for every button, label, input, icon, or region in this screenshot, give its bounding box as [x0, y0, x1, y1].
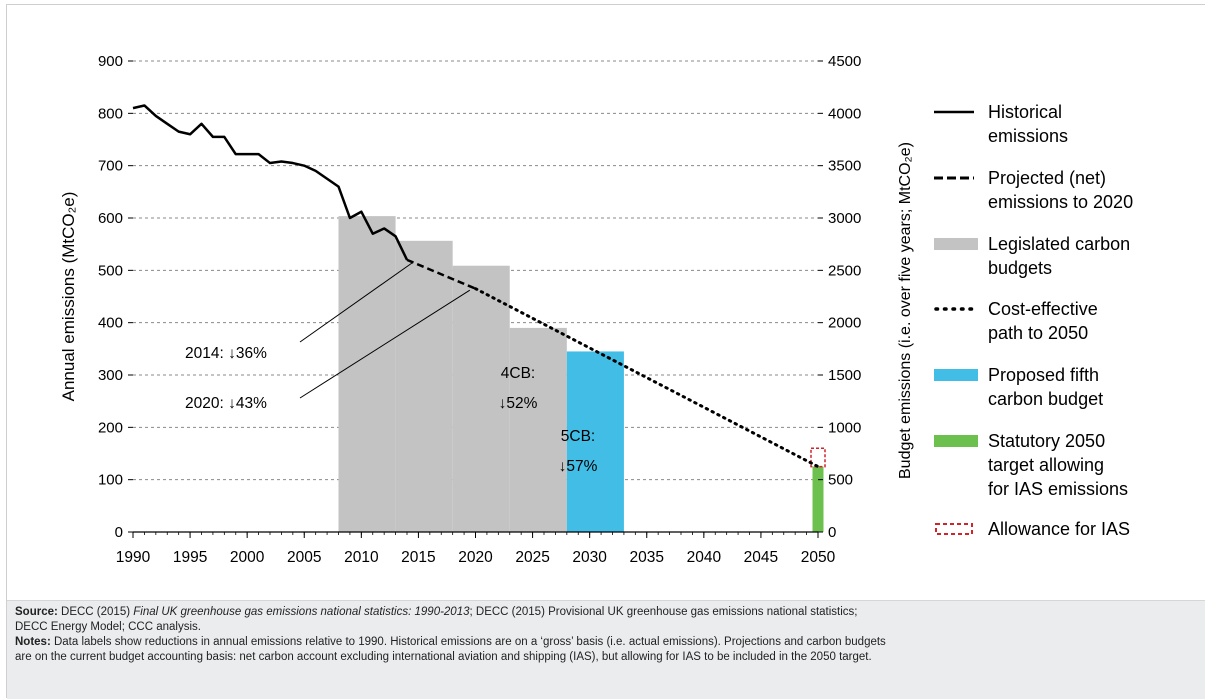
legend-item-dotted: Cost-effective path to 2050: [934, 299, 1098, 343]
legend-item-solid: Historical emissions: [934, 102, 1068, 146]
left-tick-label: 300: [98, 367, 123, 384]
ias-allowance-box: [810, 447, 826, 468]
legend-item-grey: Legislated carbon budgets: [934, 234, 1130, 278]
annotation-2014: 2014: ↓36%: [185, 345, 267, 362]
source-line-1: Source: DECC (2015) Final UK greenhouse …: [15, 606, 858, 618]
x-tick-label: 1990: [116, 549, 151, 566]
left-tick-label: 900: [98, 53, 123, 70]
legislated-budget-bar: [395, 240, 453, 533]
left-tick-label: 200: [98, 419, 123, 436]
right-tick-label: 2000: [828, 315, 861, 332]
legend-label: Proposed fifth: [988, 365, 1099, 385]
right-tick-label: 4500: [828, 53, 861, 70]
legend-label: Statutory 2050: [988, 431, 1105, 451]
legend-label: Projected (net): [988, 168, 1106, 188]
right-axis-title: Budget emissions (i.e. over five years; …: [897, 142, 914, 479]
right-tick-label: 500: [828, 472, 853, 489]
legend-label: Cost-effective: [988, 299, 1098, 319]
legend-swatch-ias: [935, 523, 973, 535]
annotation-4cb-label: 4CB:: [501, 365, 535, 382]
left-tick-label: 700: [98, 158, 123, 175]
axes: 0 100 200 300 400 500 600 700 800 900 0 500 1000 1500…: [59, 53, 914, 566]
legend-label: budgets: [988, 258, 1052, 278]
figure-frame: [6, 4, 1205, 698]
legend-swatch-green: [934, 435, 978, 447]
right-tick-label: 3500: [828, 158, 861, 175]
legend-item-green: Statutory 2050 target allowing for IAS emi…: [934, 431, 1128, 499]
historical-emissions-line: [132, 104, 409, 261]
x-tick-label: 1995: [173, 549, 207, 566]
legend-item-blue: Proposed fifth carbon budget: [934, 365, 1103, 409]
x-tick-label: 2000: [230, 549, 265, 566]
legend-swatch-blue: [934, 369, 978, 381]
legend-label: target allowing: [988, 455, 1104, 475]
annotation-5cb-value: ↓57%: [559, 458, 598, 475]
legislated-budget-bar: [452, 265, 510, 532]
legend-label: Legislated carbon: [988, 234, 1130, 254]
right-tick-label: 2500: [828, 262, 861, 279]
x-tick-label: 2005: [287, 549, 321, 566]
legend: Historical emissions Projected (net) emissi…: [934, 102, 1133, 539]
legend-swatch-grey: [934, 238, 978, 250]
legend-label: emissions to 2020: [988, 192, 1133, 212]
annotation-5cb-label: 5CB:: [561, 428, 595, 445]
notes-line-2: are on the current budget accounting bas…: [15, 651, 872, 663]
legend-label: carbon budget: [988, 389, 1103, 409]
legislated-budget-bar: [509, 327, 567, 532]
right-tick-label: 0: [828, 524, 836, 541]
cost-effective-path-line: [474, 287, 820, 469]
x-tick-label: 2030: [572, 549, 607, 566]
left-tick-label: 500: [98, 262, 123, 279]
right-tick-label: 3000: [828, 210, 861, 227]
annotation-2020: 2020: ↓43%: [185, 395, 267, 412]
x-tick-label: 2015: [401, 549, 435, 566]
left-tick-label: 400: [98, 315, 123, 332]
x-tick-label: 2010: [344, 549, 379, 566]
x-tick-label: 2020: [458, 549, 493, 566]
annotation-4cb-value: ↓52%: [499, 395, 538, 412]
legend-label: for IAS emissions: [988, 479, 1128, 499]
x-tick-label: 2040: [687, 549, 722, 566]
legend-label: path to 2050: [988, 323, 1088, 343]
projected-emissions-line: [406, 258, 476, 290]
right-tick-label: 4000: [828, 105, 861, 122]
annotation-leader-2014: [299, 262, 413, 343]
annotations: 2014: ↓36% 2020: ↓43% 4CB: ↓52% 5CB: ↓57%: [185, 262, 598, 475]
left-tick-label: 0: [115, 524, 123, 541]
legend-label: emissions: [988, 126, 1068, 146]
x-tick-label: 2050: [801, 549, 836, 566]
target-2050-bar: [812, 466, 824, 532]
legend-item-dashed: Projected (net) emissions to 2020: [934, 168, 1133, 212]
emission-lines: [132, 104, 820, 469]
emissions-chart: 0 100 200 300 400 500 600 700 800 900 0 500 1000 1500…: [59, 53, 1133, 566]
x-tick-label: 2045: [744, 549, 778, 566]
legend-label: Allowance for IAS: [988, 519, 1130, 539]
legend-item-ias: Allowance for IAS: [935, 519, 1130, 539]
budget-bars: [338, 216, 826, 533]
right-tick-label: 1500: [828, 367, 861, 384]
legislated-budget-bar: [338, 216, 396, 532]
notes-line-1: Notes: Data labels show reductions in an…: [15, 636, 886, 648]
legend-label: Historical: [988, 102, 1062, 122]
left-tick-label: 800: [98, 105, 123, 122]
left-tick-label: 600: [98, 210, 123, 227]
right-tick-label: 1000: [828, 419, 861, 436]
left-tick-label: 100: [98, 472, 123, 489]
annotation-leader-2020: [299, 289, 471, 399]
left-axis-title: Annual emissions (MtCO₂e): [59, 192, 78, 402]
proposed-budget-bar: [566, 351, 624, 532]
footer-notes: Source: DECC (2015) Final UK greenhouse …: [7, 600, 1205, 699]
x-tick-label: 2035: [630, 549, 664, 566]
x-tick-label: 2025: [515, 549, 549, 566]
source-line-2: DECC Energy Model; CCC analysis.: [15, 621, 201, 633]
